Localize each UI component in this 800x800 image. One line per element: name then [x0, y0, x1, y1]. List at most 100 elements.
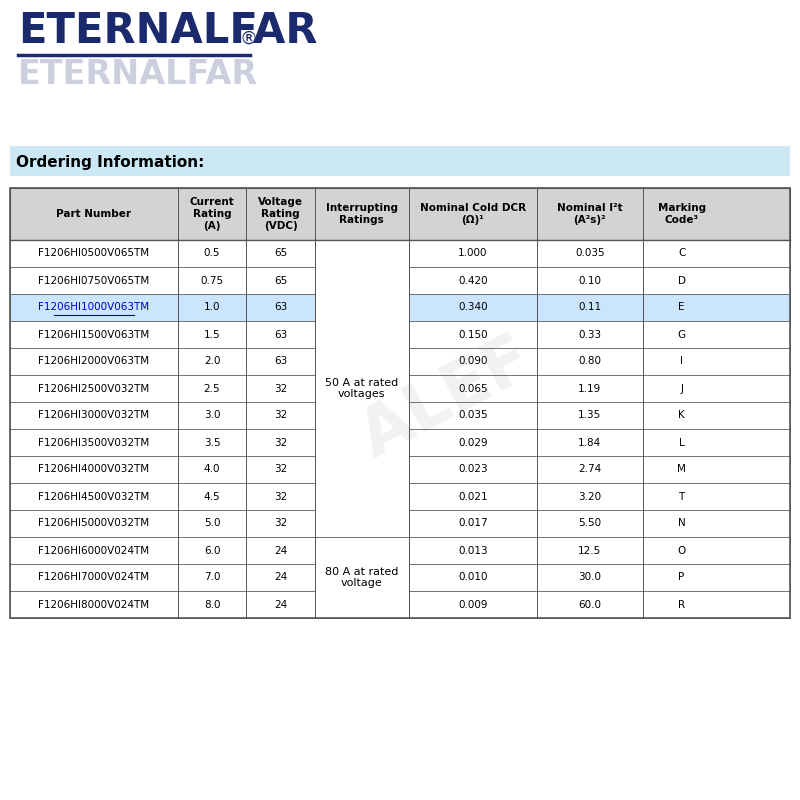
FancyBboxPatch shape — [10, 146, 790, 176]
FancyBboxPatch shape — [10, 591, 790, 618]
Text: Marking
Code³: Marking Code³ — [658, 203, 706, 225]
Text: Ordering Information:: Ordering Information: — [16, 154, 204, 170]
Text: 63: 63 — [274, 330, 287, 339]
Text: 0.420: 0.420 — [458, 275, 488, 286]
Text: O: O — [678, 546, 686, 555]
Text: 0.035: 0.035 — [458, 410, 488, 421]
Text: 0.75: 0.75 — [201, 275, 223, 286]
Text: 1.5: 1.5 — [204, 330, 220, 339]
Text: 0.009: 0.009 — [458, 599, 488, 610]
Text: 0.035: 0.035 — [575, 249, 605, 258]
Text: 3.5: 3.5 — [204, 438, 220, 447]
Text: J: J — [680, 383, 683, 394]
Text: F1206HI8000V024TM: F1206HI8000V024TM — [38, 599, 150, 610]
Text: 0.010: 0.010 — [458, 573, 488, 582]
Text: 0.340: 0.340 — [458, 302, 488, 313]
FancyBboxPatch shape — [10, 375, 790, 402]
Text: 3.20: 3.20 — [578, 491, 602, 502]
Text: 0.150: 0.150 — [458, 330, 488, 339]
FancyBboxPatch shape — [10, 321, 790, 348]
Text: 0.33: 0.33 — [578, 330, 602, 339]
Text: Nominal I²t
(A²s)²: Nominal I²t (A²s)² — [557, 203, 622, 225]
Text: 5.50: 5.50 — [578, 518, 602, 529]
Text: 0.090: 0.090 — [458, 357, 488, 366]
Text: Nominal Cold DCR
(Ω)¹: Nominal Cold DCR (Ω)¹ — [420, 203, 526, 225]
FancyBboxPatch shape — [10, 348, 790, 375]
Text: 4.0: 4.0 — [204, 465, 220, 474]
FancyBboxPatch shape — [10, 402, 790, 429]
Text: ETERNALFAR: ETERNALFAR — [18, 58, 258, 91]
FancyBboxPatch shape — [10, 240, 790, 267]
Text: 32: 32 — [274, 383, 287, 394]
Text: M: M — [677, 465, 686, 474]
Text: R: R — [678, 599, 685, 610]
Text: ALEF: ALEF — [350, 326, 544, 471]
Text: T: T — [678, 491, 685, 502]
Text: 2.5: 2.5 — [204, 383, 220, 394]
Text: 24: 24 — [274, 599, 287, 610]
Text: I: I — [680, 357, 683, 366]
Text: P: P — [678, 573, 685, 582]
Text: 6.0: 6.0 — [204, 546, 220, 555]
Text: Part Number: Part Number — [56, 209, 131, 219]
Text: F1206HI2000V063TM: F1206HI2000V063TM — [38, 357, 150, 366]
FancyBboxPatch shape — [10, 456, 790, 483]
Text: F1206HI7000V024TM: F1206HI7000V024TM — [38, 573, 150, 582]
Text: 32: 32 — [274, 465, 287, 474]
Text: 1.000: 1.000 — [458, 249, 488, 258]
Text: Interrupting
Ratings: Interrupting Ratings — [326, 203, 398, 225]
FancyBboxPatch shape — [10, 294, 790, 321]
Text: 2.74: 2.74 — [578, 465, 602, 474]
Text: 2.0: 2.0 — [204, 357, 220, 366]
Text: F1206HI3000V032TM: F1206HI3000V032TM — [38, 410, 150, 421]
Text: F1206HI6000V024TM: F1206HI6000V024TM — [38, 546, 150, 555]
Text: F1206HI4500V032TM: F1206HI4500V032TM — [38, 491, 150, 502]
FancyBboxPatch shape — [10, 537, 790, 564]
FancyBboxPatch shape — [10, 429, 790, 456]
Text: 8.0: 8.0 — [204, 599, 220, 610]
FancyBboxPatch shape — [10, 564, 790, 591]
Text: 12.5: 12.5 — [578, 546, 602, 555]
Text: 0.5: 0.5 — [204, 249, 220, 258]
FancyBboxPatch shape — [315, 240, 409, 537]
Text: C: C — [678, 249, 686, 258]
Text: 1.35: 1.35 — [578, 410, 602, 421]
Text: 30.0: 30.0 — [578, 573, 602, 582]
Text: 60.0: 60.0 — [578, 599, 602, 610]
Text: L: L — [678, 438, 685, 447]
Text: Current
Rating
(A): Current Rating (A) — [190, 198, 234, 230]
Text: 0.029: 0.029 — [458, 438, 488, 447]
Text: 50 A at rated
voltages: 50 A at rated voltages — [325, 378, 398, 399]
FancyBboxPatch shape — [315, 537, 409, 618]
Text: F1206HI5000V032TM: F1206HI5000V032TM — [38, 518, 150, 529]
Text: 80 A at rated
voltage: 80 A at rated voltage — [325, 566, 398, 588]
Text: 1.84: 1.84 — [578, 438, 602, 447]
Text: 65: 65 — [274, 249, 287, 258]
Text: 7.0: 7.0 — [204, 573, 220, 582]
Text: 1.19: 1.19 — [578, 383, 602, 394]
Text: 1.0: 1.0 — [204, 302, 220, 313]
Text: ETERNALFAR: ETERNALFAR — [18, 10, 318, 52]
Text: 3.0: 3.0 — [204, 410, 220, 421]
Text: F1206HI0750V065TM: F1206HI0750V065TM — [38, 275, 150, 286]
Text: 32: 32 — [274, 438, 287, 447]
Text: 5.0: 5.0 — [204, 518, 220, 529]
Text: ®: ® — [240, 30, 258, 48]
Text: 0.065: 0.065 — [458, 383, 488, 394]
FancyBboxPatch shape — [10, 267, 790, 294]
Text: 63: 63 — [274, 357, 287, 366]
Text: 32: 32 — [274, 518, 287, 529]
Text: F1206HI4000V032TM: F1206HI4000V032TM — [38, 465, 150, 474]
Text: F1206HI1500V063TM: F1206HI1500V063TM — [38, 330, 150, 339]
Text: N: N — [678, 518, 686, 529]
FancyBboxPatch shape — [10, 483, 790, 510]
Text: F1206HI3500V032TM: F1206HI3500V032TM — [38, 438, 150, 447]
Text: 0.023: 0.023 — [458, 465, 488, 474]
Text: 0.021: 0.021 — [458, 491, 488, 502]
Text: 32: 32 — [274, 491, 287, 502]
Text: Voltage
Rating
(VDC): Voltage Rating (VDC) — [258, 198, 303, 230]
Text: 0.80: 0.80 — [578, 357, 602, 366]
Text: 24: 24 — [274, 573, 287, 582]
Text: 24: 24 — [274, 546, 287, 555]
Text: 0.017: 0.017 — [458, 518, 488, 529]
